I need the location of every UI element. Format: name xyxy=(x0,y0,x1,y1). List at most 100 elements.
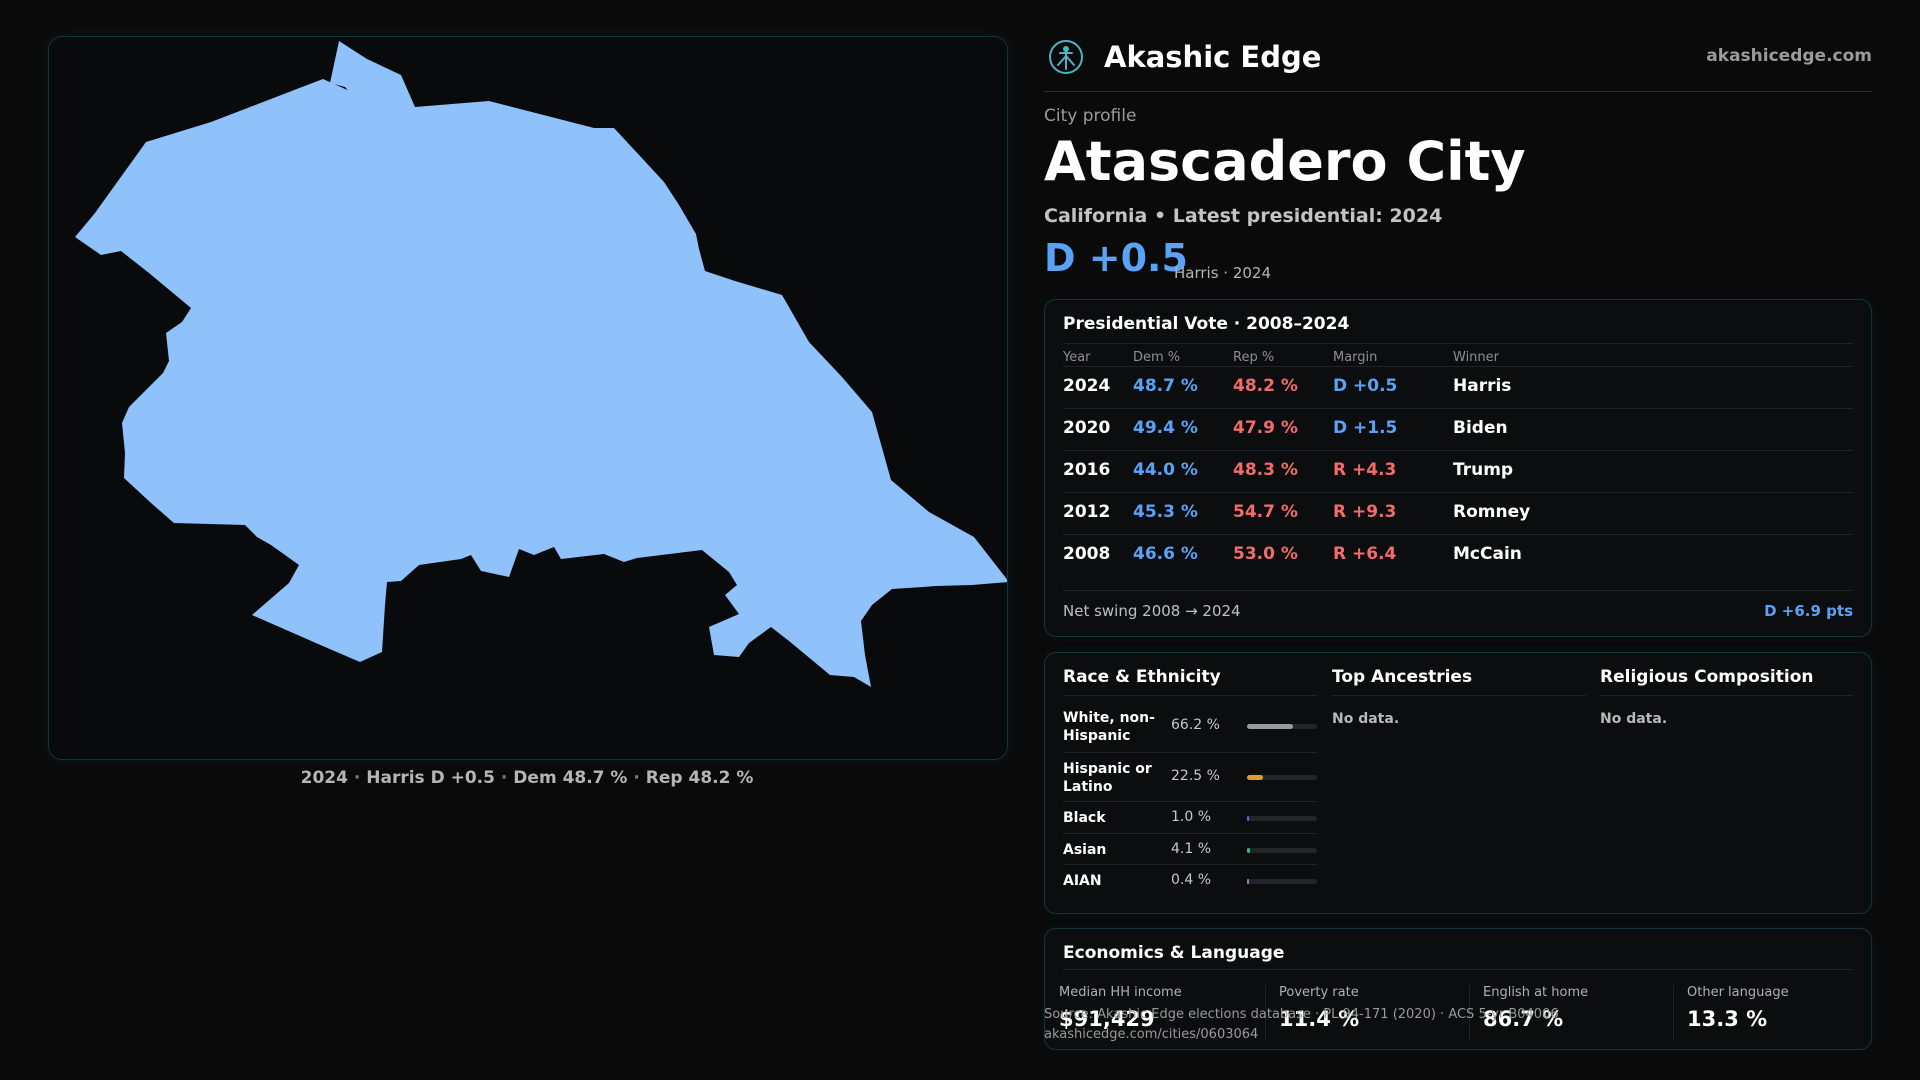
caption-separator: · xyxy=(633,768,640,788)
row-divider xyxy=(1063,492,1853,493)
row-divider xyxy=(1063,366,1853,367)
religion-title: Religious Composition xyxy=(1600,667,1814,687)
caption-margin: Harris D +0.5 xyxy=(366,768,495,788)
economics-stat-value: $91,429 xyxy=(1059,1007,1155,1031)
row-divider xyxy=(1063,408,1853,409)
race-bar-track xyxy=(1247,724,1317,729)
race-value: 22.5 % xyxy=(1171,768,1220,784)
header-rep: Rep % xyxy=(1233,350,1275,365)
page-title: Atascadero City xyxy=(1044,130,1526,193)
vote-cell-rep: 48.3 % xyxy=(1233,460,1298,480)
ancestries-title: Top Ancestries xyxy=(1332,667,1473,687)
vote-table-row: 2020 49.4 % 47.9 % D +1.5 Biden xyxy=(1063,408,1853,450)
vote-cell-year: 2020 xyxy=(1063,418,1111,438)
religion-empty: No data. xyxy=(1600,711,1668,727)
caption-rep: Rep 48.2 % xyxy=(645,768,754,788)
vote-cell-margin: R +9.3 xyxy=(1333,502,1397,522)
header-divider xyxy=(1044,91,1872,92)
card-divider xyxy=(1063,590,1853,591)
race-bar-fill xyxy=(1247,724,1293,729)
city-permalink[interactable]: akashicedge.com/cities/0603064 xyxy=(1044,1027,1259,1042)
economics-stat-value: 86.7 % xyxy=(1483,1007,1564,1031)
economics-stat-label: Poverty rate xyxy=(1279,985,1359,1000)
race-label: Asian xyxy=(1063,842,1107,858)
vote-table-row: 2008 46.6 % 53.0 % R +6.4 McCain xyxy=(1063,534,1853,576)
profile-panel: Akashic Edge akashicedge.com City profil… xyxy=(1044,0,1872,1080)
brand-url-link[interactable]: akashicedge.com xyxy=(1706,46,1872,66)
vote-cell-year: 2008 xyxy=(1063,544,1111,564)
vote-cell-dem: 44.0 % xyxy=(1133,460,1198,480)
row-divider xyxy=(1063,864,1317,865)
demographics-card: Race & Ethnicity White, non-Hispanic 66.2… xyxy=(1044,652,1872,914)
vote-cell-year: 2012 xyxy=(1063,502,1111,522)
row-divider xyxy=(1063,450,1853,451)
vote-cell-winner: Trump xyxy=(1453,460,1514,480)
vote-table-row: 2012 45.3 % 54.7 % R +9.3 Romney xyxy=(1063,492,1853,534)
race-bar-track xyxy=(1247,775,1317,780)
header-winner: Winner xyxy=(1453,350,1500,365)
race-bar-fill xyxy=(1247,879,1249,884)
race-label: Black xyxy=(1063,810,1106,826)
vote-cell-winner: Harris xyxy=(1453,376,1512,396)
economics-title: Economics & Language xyxy=(1063,943,1285,963)
race-label: AIAN xyxy=(1063,873,1102,889)
race-value: 66.2 % xyxy=(1171,717,1220,733)
row-divider xyxy=(1063,534,1853,535)
column-divider xyxy=(1063,695,1317,696)
race-label: Hispanic or Latino xyxy=(1063,761,1152,795)
card-divider xyxy=(1063,969,1853,970)
race-value: 0.4 % xyxy=(1171,872,1212,888)
vote-cell-dem: 48.7 % xyxy=(1133,376,1198,396)
race-bar-track xyxy=(1247,816,1317,821)
economics-stat: Other language 13.3 % xyxy=(1673,985,1863,1045)
card-divider xyxy=(1063,343,1853,344)
brand-name: Akashic Edge xyxy=(1104,40,1322,74)
stat-divider xyxy=(1673,985,1674,1041)
vote-cell-margin: R +4.3 xyxy=(1333,460,1397,480)
vote-table-row: 2024 48.7 % 48.2 % D +0.5 Harris xyxy=(1063,366,1853,408)
economics-stat-label: Median HH income xyxy=(1059,985,1182,1000)
header-year: Year xyxy=(1063,350,1091,365)
race-label: White, non-Hispanic xyxy=(1063,710,1155,744)
race-bar-fill xyxy=(1247,816,1249,821)
vote-cell-rep: 53.0 % xyxy=(1233,544,1298,564)
vote-cell-rep: 48.2 % xyxy=(1233,376,1298,396)
vote-cell-winner: Romney xyxy=(1453,502,1531,522)
akashic-logo-icon xyxy=(1048,39,1084,75)
map-caption: 2024 · Harris D +0.5 · Dem 48.7 % · Rep … xyxy=(48,768,1006,788)
net-swing-value: D +6.9 pts xyxy=(1764,602,1853,620)
stat-divider xyxy=(1265,985,1266,1041)
row-divider xyxy=(1063,801,1317,802)
ancestries-empty: No data. xyxy=(1332,711,1400,727)
headline-margin-note: Harris · 2024 xyxy=(1174,264,1272,282)
economics-card: Economics & Language Median HH income $91… xyxy=(1044,928,1872,1050)
vote-cell-rep: 54.7 % xyxy=(1233,502,1298,522)
row-divider xyxy=(1063,833,1317,834)
caption-separator: · xyxy=(353,768,361,788)
race-bar-fill xyxy=(1247,848,1250,853)
page-eyebrow: City profile xyxy=(1044,106,1137,126)
presidential-vote-title: Presidential Vote · 2008–2024 xyxy=(1063,314,1350,334)
brand-header: Akashic Edge akashicedge.com xyxy=(1044,36,1872,76)
race-bar-fill xyxy=(1247,775,1263,780)
caption-year: 2024 xyxy=(300,768,348,788)
race-bar-track xyxy=(1247,848,1317,853)
economics-stat-value: 13.3 % xyxy=(1687,1007,1768,1031)
header-margin: Margin xyxy=(1333,350,1378,365)
economics-stat: English at home 86.7 % xyxy=(1469,985,1659,1045)
vote-cell-margin: D +1.5 xyxy=(1333,418,1398,438)
headline-margin: D +0.5 xyxy=(1044,236,1188,280)
vote-cell-margin: R +6.4 xyxy=(1333,544,1397,564)
race-title: Race & Ethnicity xyxy=(1063,667,1221,687)
net-swing-label: Net swing 2008 → 2024 xyxy=(1063,602,1241,620)
economics-stat-value: 11.4 % xyxy=(1279,1007,1360,1031)
caption-separator: · xyxy=(500,768,508,788)
stat-divider xyxy=(1469,985,1470,1041)
column-divider xyxy=(1332,695,1586,696)
city-boundary-polygon xyxy=(75,41,1007,687)
vote-cell-margin: D +0.5 xyxy=(1333,376,1398,396)
vote-cell-year: 2024 xyxy=(1063,376,1111,396)
economics-stat: Poverty rate 11.4 % xyxy=(1265,985,1455,1045)
city-boundary-map xyxy=(48,36,1008,760)
economics-stat-label: Other language xyxy=(1687,985,1789,1000)
